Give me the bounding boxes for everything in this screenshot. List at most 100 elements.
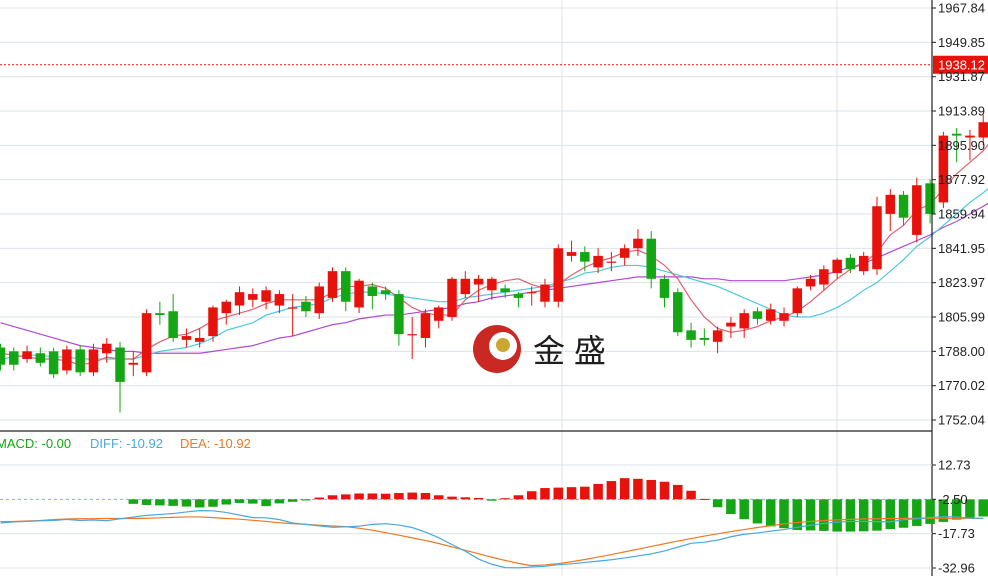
candle	[978, 114, 988, 146]
macd-histogram-bar	[819, 499, 829, 531]
candle-body	[88, 349, 99, 373]
macd-histogram-bar	[938, 499, 949, 522]
macd-histogram-bar	[779, 499, 789, 529]
candle	[938, 131, 949, 209]
y-tick-label: 1770.02	[938, 378, 985, 393]
candle-body	[540, 284, 550, 302]
logo-coin-icon	[496, 338, 510, 352]
candle-body	[699, 337, 710, 340]
candle-body	[765, 309, 776, 321]
y-tick-label: 1931.87	[938, 69, 985, 84]
candle-body	[155, 313, 165, 316]
candle-body	[75, 349, 85, 373]
macd-histogram-bar	[872, 499, 882, 531]
candle-body	[420, 313, 431, 338]
macd-histogram-bar	[314, 497, 324, 500]
candle-body	[234, 292, 245, 306]
candle-body	[22, 351, 32, 359]
candle	[274, 290, 285, 314]
candle-body	[619, 248, 630, 258]
macd-histogram-bar	[619, 478, 630, 500]
candle	[779, 307, 789, 327]
candle-body	[580, 252, 590, 262]
macd-histogram-bar	[181, 499, 192, 507]
macd-histogram-bar	[765, 499, 776, 527]
candle	[752, 307, 763, 325]
macd-histogram-bar	[593, 484, 603, 500]
macd-y-tick-label: 12.73	[938, 458, 971, 473]
candle	[606, 252, 617, 272]
y-tick-label: 1913.89	[938, 104, 985, 119]
candle	[0, 343, 6, 371]
candle	[447, 276, 457, 321]
macd-histogram-bar	[978, 499, 988, 517]
candle	[526, 286, 537, 306]
candle	[128, 351, 139, 377]
macd-histogram-bar	[447, 496, 457, 500]
candle	[194, 328, 205, 348]
macd-histogram-bar	[274, 499, 285, 504]
y-tick-label: 1859.94	[938, 207, 985, 222]
y-tick-label: 1788.00	[938, 344, 985, 359]
candle-body	[606, 261, 617, 263]
candle	[168, 294, 178, 342]
candle-body	[9, 351, 19, 365]
macd-lines	[0, 510, 984, 569]
candle	[101, 337, 112, 363]
candle-body	[261, 290, 271, 302]
macd-histogram-bar	[407, 492, 417, 500]
candle-body	[367, 286, 378, 296]
candle	[845, 253, 856, 274]
candle	[48, 347, 59, 379]
candle	[872, 196, 882, 275]
candle-body	[659, 278, 670, 298]
macd-y-tick-label: -17.73	[938, 526, 975, 541]
candle-body	[526, 292, 537, 294]
candle	[580, 246, 590, 272]
candle	[234, 286, 245, 316]
macd-histogram-bar	[194, 499, 205, 508]
candle	[155, 301, 165, 325]
candle-body	[566, 252, 577, 256]
candle	[314, 282, 324, 319]
candle	[885, 189, 896, 232]
macd-histogram-bar	[699, 498, 710, 500]
candle-body	[327, 271, 338, 298]
candle	[951, 127, 962, 163]
macd-histogram-bar	[646, 479, 656, 500]
candle-body	[394, 294, 404, 335]
macd-histogram-bar	[327, 495, 338, 500]
candle	[646, 231, 656, 289]
macd-histogram-bar	[845, 499, 856, 532]
last-price-label: 1938.12	[938, 58, 985, 73]
candle	[141, 309, 152, 377]
candle	[208, 305, 218, 342]
candle	[367, 282, 378, 310]
candle-body	[221, 301, 232, 314]
candle	[341, 267, 351, 312]
candle-body	[938, 135, 949, 203]
candle-body	[487, 278, 497, 291]
candle-body	[287, 307, 298, 309]
candle	[925, 179, 935, 224]
candle-body	[447, 278, 457, 317]
macd-histogram-bar	[234, 499, 245, 503]
candle-body	[819, 269, 829, 285]
candle-body	[752, 311, 763, 319]
candle-body	[354, 280, 364, 308]
macd-histogram-bar	[248, 499, 258, 504]
candle	[912, 177, 922, 243]
y-tick-label: 1895.90	[938, 138, 985, 153]
candle-body	[301, 301, 311, 312]
candle	[819, 265, 829, 291]
candle	[181, 328, 192, 348]
y-tick-label: 1841.95	[938, 241, 985, 256]
candle-body	[473, 278, 484, 285]
candle	[221, 299, 232, 325]
macd-histogram-bar	[460, 497, 471, 500]
candle	[832, 257, 842, 279]
macd-histogram-bar	[792, 499, 803, 530]
macd-histogram-bar	[912, 499, 922, 526]
candle	[673, 288, 683, 337]
candle	[553, 244, 564, 308]
